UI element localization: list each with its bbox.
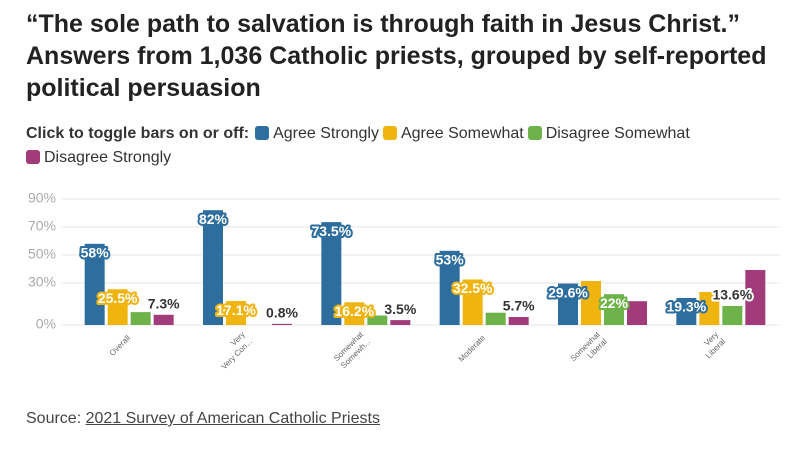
- bar: [699, 291, 720, 325]
- legend: Click to toggle bars on or off: Agree Str…: [26, 122, 796, 170]
- x-tick-label: SomewhatLiberal: [569, 329, 610, 370]
- x-tick-line: Moderate: [457, 333, 488, 364]
- value-label: 7.3%: [148, 295, 180, 311]
- y-tick-label: 70%: [28, 218, 56, 234]
- legend-swatch: [255, 126, 270, 140]
- value-label: 58%: [81, 245, 110, 261]
- legend-item[interactable]: Agree Somewhat: [382, 122, 524, 146]
- bar: [745, 269, 766, 325]
- bar: [627, 301, 647, 325]
- bar: [84, 243, 105, 325]
- source: Source: 2021 Survey of American Catholic…: [26, 410, 380, 428]
- y-tick-label: 90%: [28, 190, 56, 206]
- chart: 0% 30% 50% 70% 90% Overall VeryVery Con... Some…: [28, 190, 780, 371]
- y-tick-label: 50%: [28, 246, 56, 262]
- y-tick-label: 30%: [28, 274, 56, 290]
- legend-item[interactable]: Disagree Somewhat: [527, 122, 690, 146]
- value-label: 16.2%: [334, 303, 374, 319]
- bar: [558, 283, 578, 325]
- bar: [508, 317, 529, 325]
- value-label: 25.5%: [98, 290, 138, 306]
- legend-prompt: Click to toggle bars on or off:: [26, 125, 250, 142]
- bar: [344, 302, 365, 325]
- bar: [390, 320, 411, 325]
- legend-label: Agree Somewhat: [400, 125, 524, 142]
- bar: [130, 312, 151, 325]
- legend-label: Disagree Somewhat: [545, 125, 690, 142]
- bar: [604, 294, 624, 325]
- legend-item[interactable]: Disagree Strongly: [26, 146, 171, 170]
- x-tick-label: Overall: [108, 333, 132, 357]
- legend-label: Agree Strongly: [273, 125, 379, 142]
- chart-title: “The sole path to salvation is through f…: [26, 10, 767, 102]
- x-tick-label: VeryLiberal: [697, 330, 728, 361]
- value-label: 5.7%: [503, 298, 535, 314]
- bar: [722, 305, 743, 325]
- bar: [321, 222, 342, 325]
- x-tick-label: SomewhatSomewh...: [332, 329, 373, 370]
- x-tick-line: Overall: [108, 333, 132, 357]
- source-prefix: Source:: [26, 410, 82, 427]
- x-tick-label: VeryVery Con...: [213, 330, 254, 371]
- value-label: 19.3%: [666, 299, 706, 315]
- value-label: 17.1%: [216, 302, 256, 318]
- legend-item[interactable]: Agree Strongly: [255, 122, 379, 146]
- value-label: 82%: [199, 211, 228, 227]
- value-label: 29.6%: [548, 284, 588, 300]
- value-label: 22%: [600, 295, 629, 311]
- value-label: 3.5%: [384, 301, 416, 317]
- bar: [581, 281, 601, 325]
- legend-swatch: [26, 150, 40, 164]
- bar: [367, 315, 388, 325]
- value-label: 73.5%: [311, 223, 351, 239]
- legend-swatch: [382, 126, 397, 140]
- bar: [203, 210, 223, 325]
- legend-swatch: [527, 126, 542, 140]
- bar: [226, 301, 246, 325]
- source-link[interactable]: 2021 Survey of American Catholic Priests: [85, 410, 380, 427]
- bar: [676, 297, 697, 325]
- bar: [439, 250, 460, 325]
- bar: [107, 289, 128, 325]
- value-label: 53%: [436, 252, 465, 268]
- value-label: 0.8%: [266, 305, 298, 321]
- x-tick-label: Moderate: [457, 333, 488, 364]
- value-label: 32.5%: [453, 280, 493, 296]
- bar: [272, 323, 292, 325]
- value-label: 13.6%: [712, 287, 752, 303]
- y-tick-label: 0%: [36, 316, 56, 332]
- legend-label: Disagree Strongly: [44, 149, 172, 166]
- bar: [153, 314, 174, 325]
- bar: [485, 312, 506, 325]
- bar: [462, 279, 483, 325]
